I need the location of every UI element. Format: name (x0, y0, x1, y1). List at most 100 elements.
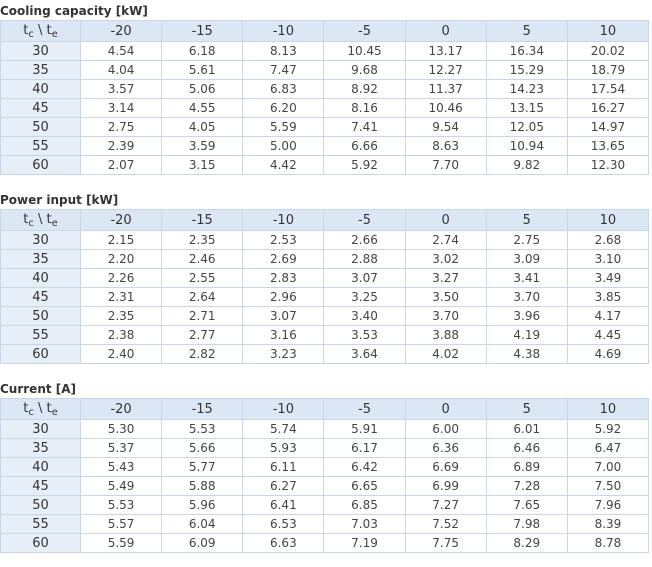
data-cell: 5.66 (161, 438, 244, 458)
data-cell: 3.02 (404, 249, 487, 269)
data-cell: 5.49 (79, 476, 163, 496)
data-cell: 2.96 (242, 287, 325, 307)
data-cell: 3.14 (79, 98, 163, 118)
data-cell: 3.70 (485, 287, 568, 307)
table-title: Current [A] (0, 382, 77, 396)
data-cell: 13.15 (485, 98, 568, 118)
data-cell: 2.83 (242, 268, 325, 288)
data-table: tc \ te -20 -15 -10 -5 0 5 10 30 4.54 6.18 8.13 10.4… (0, 20, 650, 175)
corner-text: e (51, 217, 58, 229)
corner-text: t (23, 400, 29, 416)
corner-text: c (28, 28, 34, 40)
data-cell: 3.41 (485, 268, 568, 288)
column-header: -10 (242, 20, 325, 42)
data-cell: 5.93 (242, 438, 325, 458)
data-cell: 6.99 (404, 476, 487, 496)
data-cell: 7.52 (404, 514, 487, 534)
data-cell: 4.02 (404, 344, 487, 364)
data-cell: 8.63 (404, 136, 487, 156)
data-cell: 16.34 (485, 41, 568, 61)
column-header: 5 (485, 20, 568, 42)
table-header: tc \ te -20 -15 -10 -5 0 5 10 (0, 398, 650, 420)
header-row: tc \ te -20 -15 -10 -5 0 5 10 (0, 398, 650, 420)
data-cell: 4.54 (79, 41, 163, 61)
table-body: 30 4.54 6.18 8.13 10.45 13.17 16.34 20.02 35 4.04… (0, 41, 650, 175)
corner-text: \ (33, 22, 47, 38)
data-table: tc \ te -20 -15 -10 -5 0 5 10 30 5.30 5.53 5.74 5.91… (0, 398, 650, 553)
data-cell: 6.01 (485, 419, 568, 439)
data-cell: 7.28 (485, 476, 568, 496)
row-header: 40 (0, 457, 81, 477)
data-cell: 4.38 (485, 344, 568, 364)
data-row: 35 5.37 5.66 5.93 6.17 6.36 6.46 6.47 (0, 438, 650, 458)
data-cell: 3.70 (404, 306, 487, 326)
data-row: 55 5.57 6.04 6.53 7.03 7.52 7.98 8.39 (0, 514, 650, 534)
corner-cell: tc \ te (0, 20, 81, 42)
data-cell: 2.68 (566, 230, 650, 250)
data-cell: 13.65 (566, 136, 650, 156)
data-cell: 6.89 (485, 457, 568, 477)
column-header: -10 (242, 398, 325, 420)
data-cell: 2.55 (161, 268, 244, 288)
data-cell: 4.05 (161, 117, 244, 137)
table-body: 30 5.30 5.53 5.74 5.91 6.00 6.01 5.92 35 5.37 5.66… (0, 419, 650, 553)
data-cell: 8.16 (323, 98, 406, 118)
column-header: -20 (79, 398, 163, 420)
column-header: -5 (323, 398, 406, 420)
data-cell: 5.37 (79, 438, 163, 458)
data-row: 50 2.35 2.71 3.07 3.40 3.70 3.96 4.17 (0, 306, 650, 326)
row-header: 60 (0, 344, 81, 364)
column-header: 5 (485, 209, 568, 231)
data-cell: 2.07 (79, 155, 163, 175)
data-cell: 2.71 (161, 306, 244, 326)
data-cell: 3.40 (323, 306, 406, 326)
data-cell: 4.55 (161, 98, 244, 118)
data-cell: 14.23 (485, 79, 568, 99)
data-cell: 4.17 (566, 306, 650, 326)
data-cell: 3.96 (485, 306, 568, 326)
data-cell: 7.19 (323, 533, 406, 553)
corner-text: t (46, 400, 52, 416)
data-cell: 5.92 (323, 155, 406, 175)
data-row: 30 2.15 2.35 2.53 2.66 2.74 2.75 2.68 (0, 230, 650, 250)
data-cell: 4.04 (79, 60, 163, 80)
data-cell: 3.27 (404, 268, 487, 288)
data-cell: 13.17 (404, 41, 487, 61)
data-cell: 8.92 (323, 79, 406, 99)
column-header: -15 (161, 20, 244, 42)
data-cell: 3.85 (566, 287, 650, 307)
row-header: 50 (0, 495, 81, 515)
data-row: 50 2.75 4.05 5.59 7.41 9.54 12.05 14.97 (0, 117, 650, 137)
data-cell: 3.10 (566, 249, 650, 269)
data-cell: 18.79 (566, 60, 650, 80)
data-cell: 6.09 (161, 533, 244, 553)
data-row: 30 4.54 6.18 8.13 10.45 13.17 16.34 20.02 (0, 41, 650, 61)
data-cell: 7.50 (566, 476, 650, 496)
corner-text: c (28, 406, 34, 418)
data-cell: 9.68 (323, 60, 406, 80)
data-cell: 10.45 (323, 41, 406, 61)
data-row: 50 5.53 5.96 6.41 6.85 7.27 7.65 7.96 (0, 495, 650, 515)
data-cell: 3.07 (323, 268, 406, 288)
column-header: -5 (323, 20, 406, 42)
column-header: 0 (404, 209, 487, 231)
data-row: 60 5.59 6.09 6.63 7.19 7.75 8.29 8.78 (0, 533, 650, 553)
data-cell: 7.70 (404, 155, 487, 175)
data-cell: 5.92 (566, 419, 650, 439)
data-cell: 6.17 (323, 438, 406, 458)
data-cell: 3.64 (323, 344, 406, 364)
data-cell: 5.88 (161, 476, 244, 496)
data-cell: 4.19 (485, 325, 568, 345)
column-header: -5 (323, 209, 406, 231)
data-row: 40 5.43 5.77 6.11 6.42 6.69 6.89 7.00 (0, 457, 650, 477)
data-row: 60 2.07 3.15 4.42 5.92 7.70 9.82 12.30 (0, 155, 650, 175)
data-row: 45 2.31 2.64 2.96 3.25 3.50 3.70 3.85 (0, 287, 650, 307)
data-cell: 2.35 (161, 230, 244, 250)
data-cell: 5.43 (79, 457, 163, 477)
data-cell: 6.00 (404, 419, 487, 439)
data-cell: 2.82 (161, 344, 244, 364)
data-cell: 2.15 (79, 230, 163, 250)
data-cell: 5.61 (161, 60, 244, 80)
data-row: 60 2.40 2.82 3.23 3.64 4.02 4.38 4.69 (0, 344, 650, 364)
data-cell: 6.20 (242, 98, 325, 118)
